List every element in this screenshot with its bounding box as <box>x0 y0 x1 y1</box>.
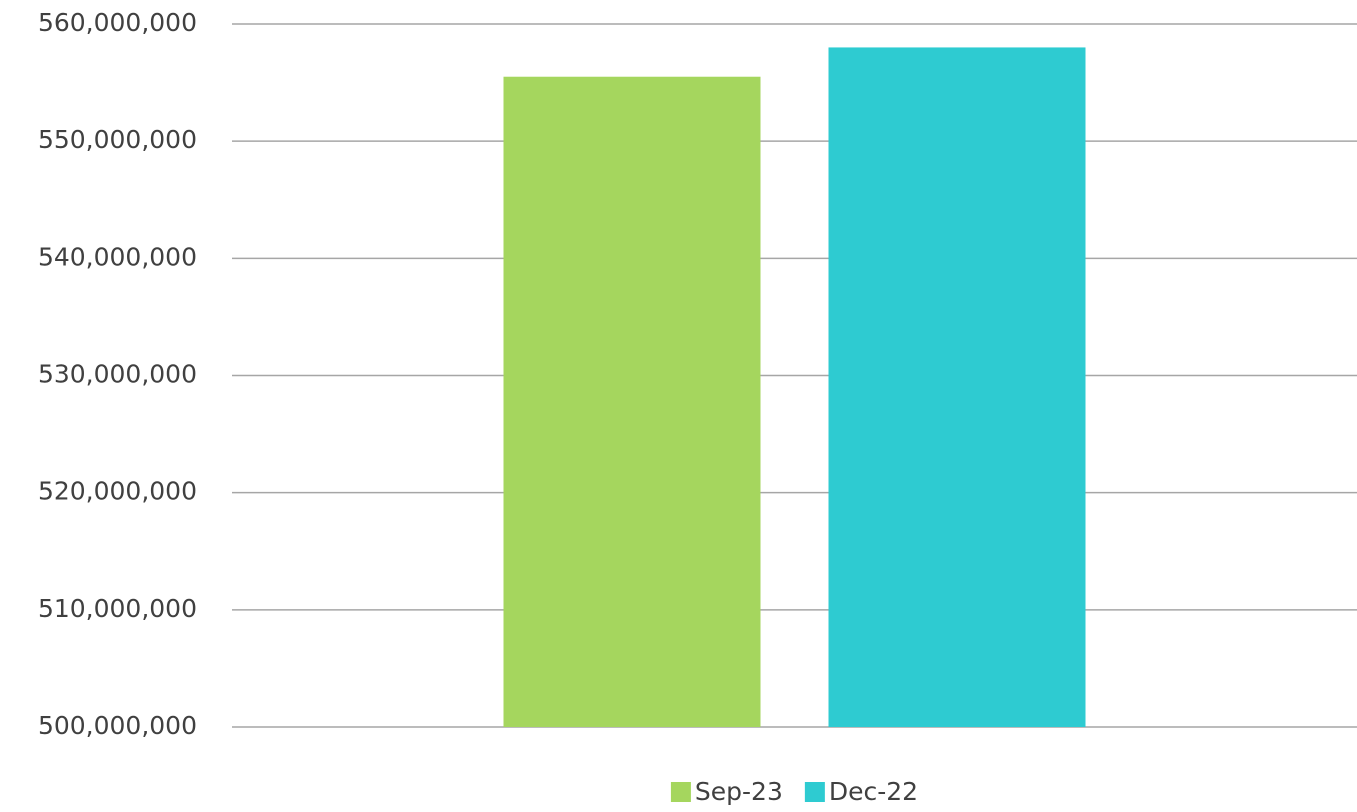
legend-swatch <box>670 782 691 802</box>
bar <box>828 47 1086 727</box>
y-tick-label: 540,000,000 <box>38 242 197 271</box>
y-tick-label: 530,000,000 <box>38 360 197 389</box>
y-tick-label: 500,000,000 <box>38 711 197 740</box>
bar <box>503 76 761 728</box>
legend-label: Dec-22 <box>829 777 918 806</box>
legend-label: Sep-23 <box>695 777 783 806</box>
y-tick-label: 550,000,000 <box>38 125 197 154</box>
y-tick-label: 520,000,000 <box>38 477 197 506</box>
legend-swatch <box>804 782 825 802</box>
y-tick-label: 560,000,000 <box>38 8 197 37</box>
y-tick-label: 510,000,000 <box>38 594 197 623</box>
